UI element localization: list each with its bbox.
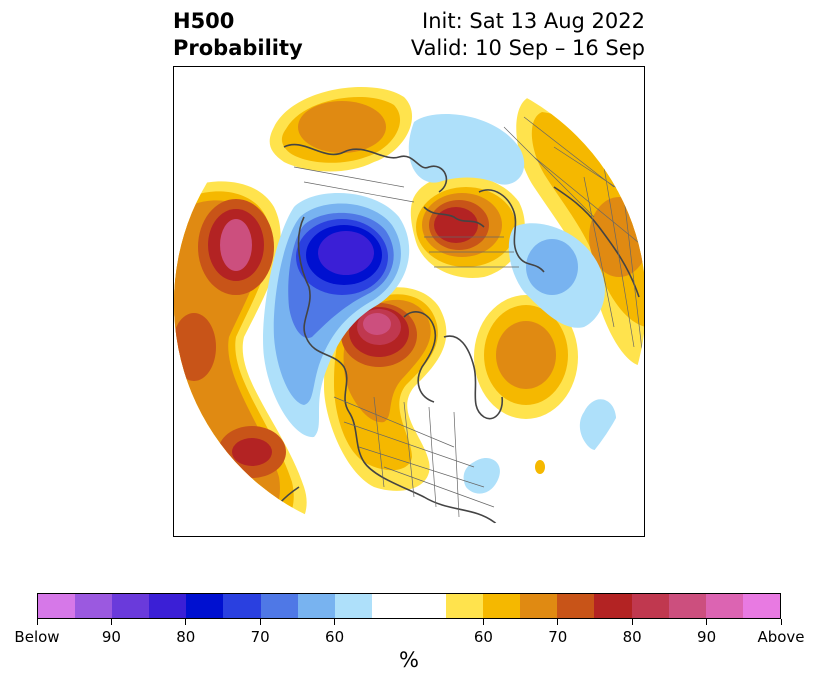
colorbar-segment <box>297 594 335 618</box>
colorbar-tick-label-b60: 60 <box>325 628 345 646</box>
colorbar-segment <box>186 594 224 618</box>
colorbar-segment <box>223 594 261 618</box>
colorbar-tick-label-b70: 70 <box>250 628 270 646</box>
colorbar-tick-label-b90: 90 <box>101 628 121 646</box>
colorbar-tick <box>631 619 633 625</box>
colorbar-tick <box>334 619 336 625</box>
colorbar-segment <box>408 594 447 618</box>
colorbar-segment <box>594 594 632 618</box>
colorbar-segment <box>446 594 484 618</box>
valid-range: Valid: 10 Sep – 16 Sep <box>410 36 645 60</box>
colorbar-tick-label-above: Above <box>757 628 805 646</box>
colorbar <box>37 593 781 619</box>
colorbar-tick <box>706 619 708 625</box>
colorbar-segment <box>149 594 187 618</box>
colorbar-segment <box>334 594 372 618</box>
anomaly-above-atlantic <box>474 295 578 474</box>
colorbar-segment <box>557 594 595 618</box>
colorbar-segment <box>631 594 669 618</box>
colorbar-tick-label-a60: 60 <box>473 628 493 646</box>
colorbar-tick-label-below: Below <box>14 628 60 646</box>
title-line-1: H500 <box>173 9 235 33</box>
colorbar-segment <box>742 594 780 618</box>
colorbar-segment <box>38 594 76 618</box>
anomaly-above-arctic-canada <box>324 287 447 491</box>
anomaly-below-europe <box>408 114 617 494</box>
probability-map <box>174 67 644 536</box>
colorbar-segment <box>112 594 150 618</box>
colorbar-tick <box>185 619 187 625</box>
colorbar-segment <box>260 594 298 618</box>
map-panel <box>173 66 645 537</box>
chart-title: H500 Probability <box>173 8 303 62</box>
colorbar-segment <box>520 594 558 618</box>
colorbar-tick <box>482 619 484 625</box>
colorbar-tick <box>110 619 112 625</box>
colorbar-tick-label-a90: 90 <box>697 628 717 646</box>
colorbar-segment <box>705 594 743 618</box>
colorbar-segment <box>75 594 113 618</box>
colorbar-tick <box>259 619 261 625</box>
colorbar-tick <box>780 619 782 625</box>
colorbar-unit-label: % <box>399 648 419 672</box>
colorbar-tick-label-b80: 80 <box>176 628 196 646</box>
colorbar-tick <box>557 619 559 625</box>
colorbar-tick-label-a70: 70 <box>548 628 568 646</box>
anomaly-above-siberia <box>269 87 413 172</box>
colorbar-segment <box>371 594 409 618</box>
colorbar-segment <box>483 594 521 618</box>
colorbar-tick-label-a80: 80 <box>622 628 642 646</box>
date-info: Init: Sat 13 Aug 2022 Valid: 10 Sep – 16… <box>411 8 645 62</box>
colorbar-segment <box>668 594 706 618</box>
title-line-2: Probability <box>173 36 303 60</box>
colorbar-tick <box>36 619 38 625</box>
borders <box>293 86 644 518</box>
init-date: Init: Sat 13 Aug 2022 <box>422 9 645 33</box>
